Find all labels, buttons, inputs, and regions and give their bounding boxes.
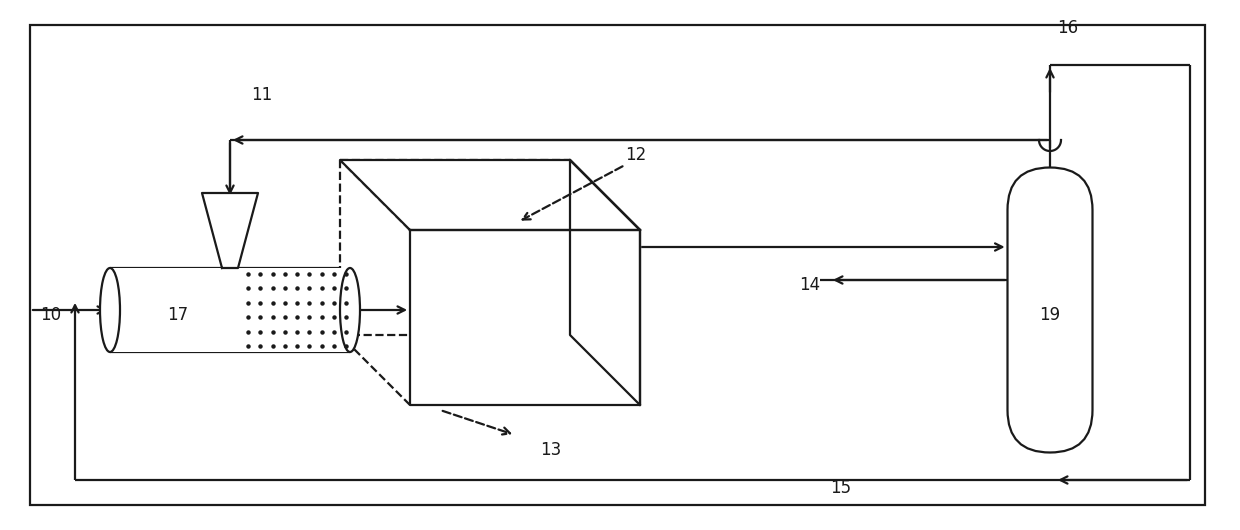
Text: 18: 18 <box>500 331 521 349</box>
Text: 12: 12 <box>625 146 646 164</box>
Ellipse shape <box>340 268 360 352</box>
Text: 19: 19 <box>1039 306 1060 324</box>
Text: 17: 17 <box>167 306 188 324</box>
Text: 14: 14 <box>799 276 820 294</box>
Ellipse shape <box>100 268 120 352</box>
Bar <box>110 268 350 352</box>
Polygon shape <box>340 160 640 230</box>
Text: 10: 10 <box>40 306 61 324</box>
Text: 13: 13 <box>539 441 562 459</box>
FancyBboxPatch shape <box>1007 167 1092 453</box>
Polygon shape <box>410 230 640 405</box>
Polygon shape <box>340 160 570 335</box>
Text: 16: 16 <box>1058 19 1079 37</box>
Text: 15: 15 <box>830 479 851 497</box>
Text: 11: 11 <box>252 86 273 104</box>
Polygon shape <box>570 160 640 405</box>
Polygon shape <box>202 193 258 268</box>
